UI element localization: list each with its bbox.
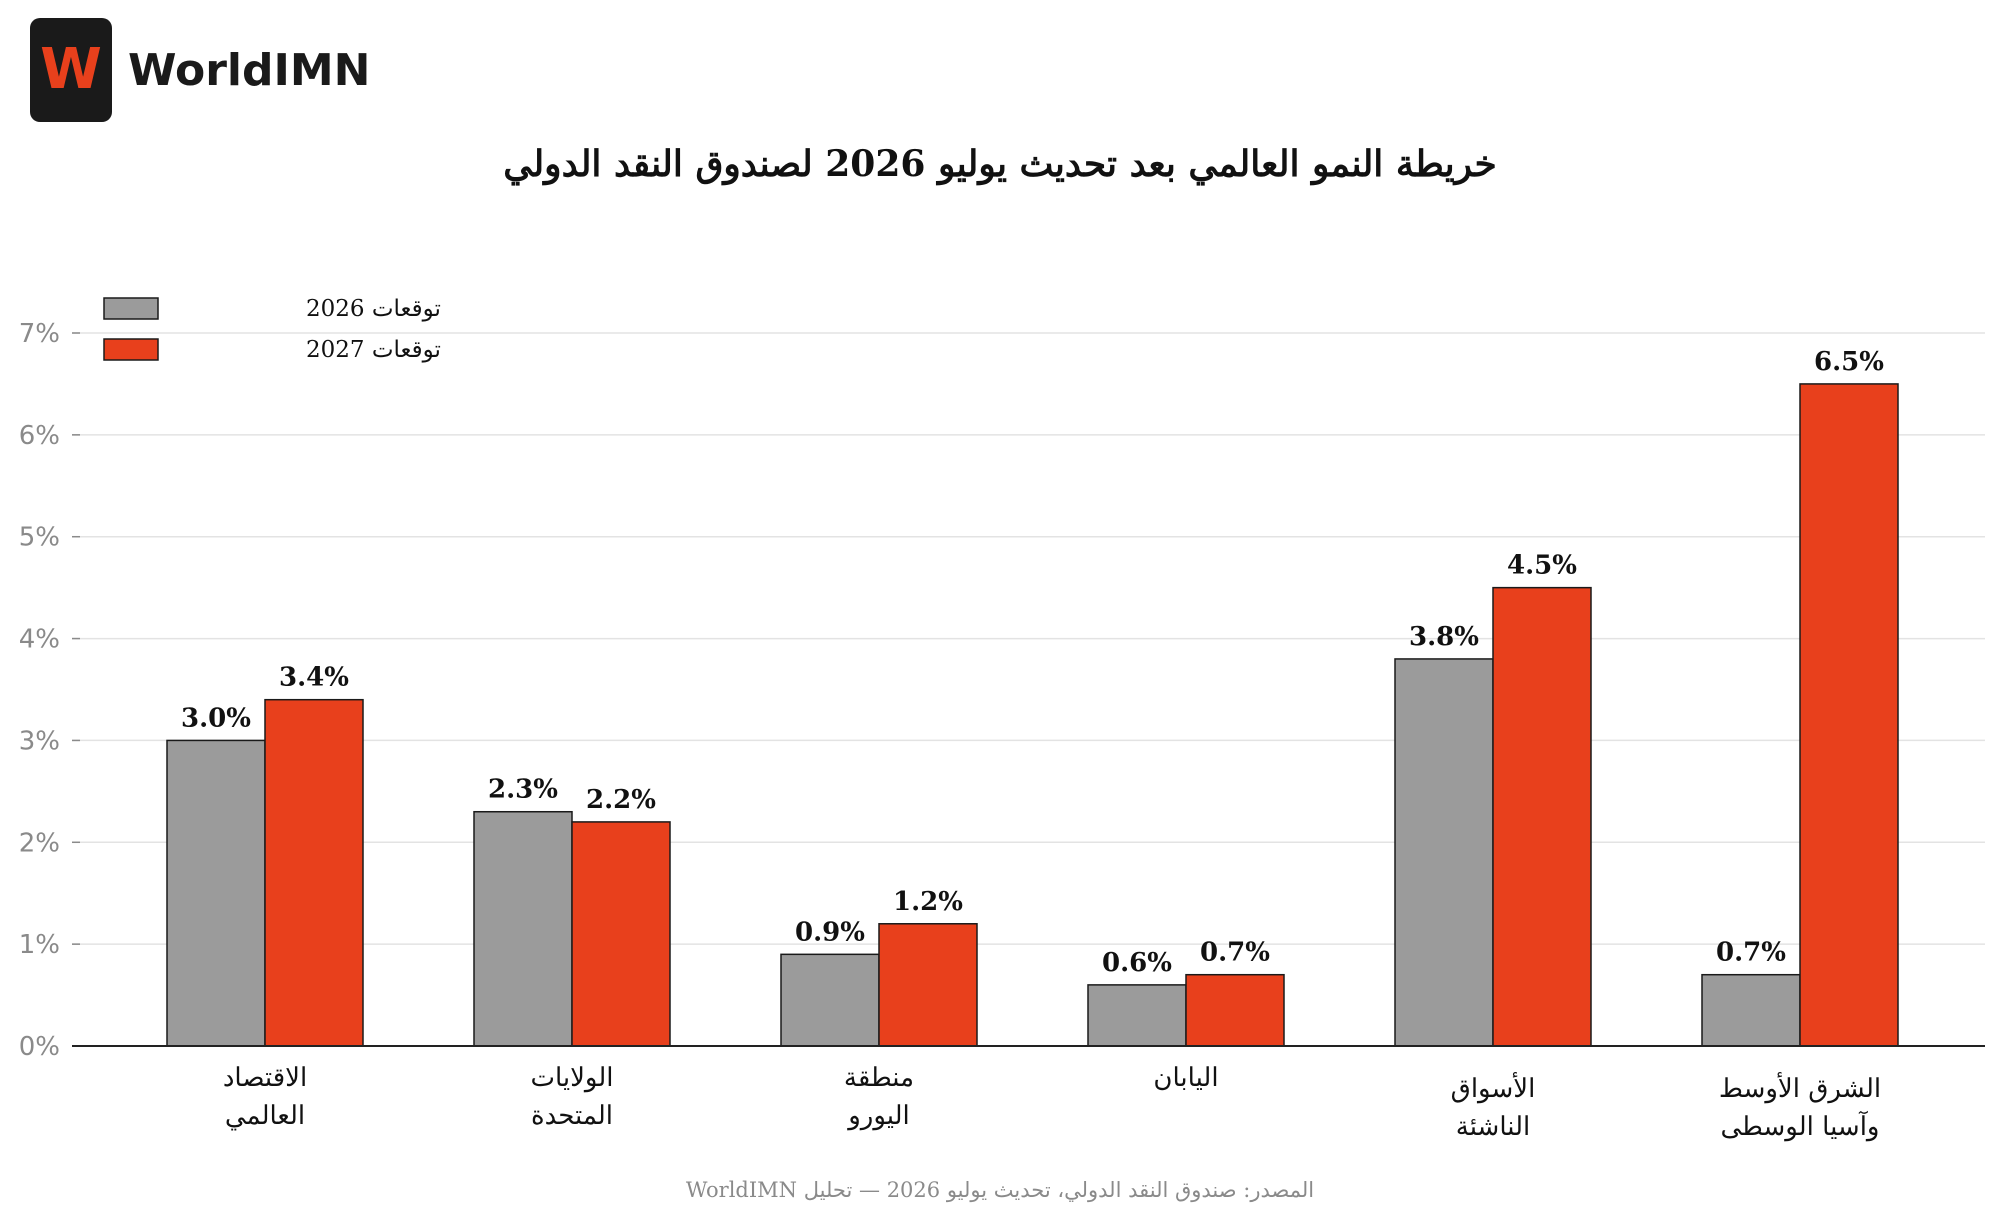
data-label: 0.6% [1102,948,1172,978]
x-tick-label: الأسواق [1451,1071,1536,1104]
bar-2027 [1799,383,1899,1047]
data-label: 2.2% [586,785,656,815]
data-label: 0.9% [795,917,865,947]
bar-2027 [264,698,364,1047]
y-tick-label: 6% [19,421,60,451]
y-tick-label: 1% [19,930,60,960]
data-label: 3.4% [279,663,349,693]
legend-label: توقعات 2026 [306,296,441,322]
data-label: 6.5% [1814,347,1884,377]
bar-2026 [473,810,573,1047]
data-label: 3.0% [181,703,251,733]
x-tick-label: اليابان [1153,1063,1218,1093]
y-tick-label: 3% [19,726,60,756]
bar-2027 [878,923,978,1047]
y-tick-label: 7% [19,319,60,349]
legend-label: توقعات 2027 [306,337,441,363]
bar-2026 [166,739,266,1047]
y-tick-label: 4% [19,625,60,655]
bar-2026 [1701,973,1801,1047]
data-label: 3.8% [1409,622,1479,652]
data-label: 0.7% [1200,938,1270,968]
bar-2027 [571,821,671,1047]
x-tick-label: الاقتصاد [223,1063,307,1093]
x-tick-label: الشرق الأوسط [1719,1071,1881,1104]
chart-title: خريطة النمو العالمي بعد تحديث يوليو 2026… [503,143,1497,185]
bar-2026 [1394,658,1494,1047]
y-tick-label: 2% [19,828,60,858]
x-tick-label: منطقة [844,1063,914,1093]
source-note: المصدر: صندوق النقد الدولي، تحديث يوليو … [685,1178,1315,1202]
data-label: 1.2% [893,887,963,917]
bar-2027 [1492,586,1592,1047]
brand-name: WorldIMN [128,44,371,96]
data-label: 0.7% [1716,938,1786,968]
x-tick-label: الناشئة [1456,1112,1530,1142]
logo-icon: W [30,18,112,122]
data-label: 2.3% [488,775,558,805]
bar-2026 [780,953,880,1047]
legend-swatch [103,338,159,361]
brand-logo: W WorldIMN [30,18,370,122]
bar-2026 [1087,984,1187,1047]
logo-letter: W [40,37,102,102]
x-tick-label: الولايات [530,1063,613,1093]
bar-2027 [1185,973,1285,1047]
x-tick-label: العالمي [225,1101,305,1131]
legend-swatch [103,297,159,320]
y-tick-label: 0% [19,1032,60,1062]
x-tick-label: وآسيا الوسطى [1721,1110,1880,1142]
data-label: 4.5% [1507,551,1577,581]
x-tick-label: المتحدة [531,1101,613,1131]
y-tick-label: 5% [19,523,60,553]
x-tick-label: اليورو [846,1101,910,1131]
